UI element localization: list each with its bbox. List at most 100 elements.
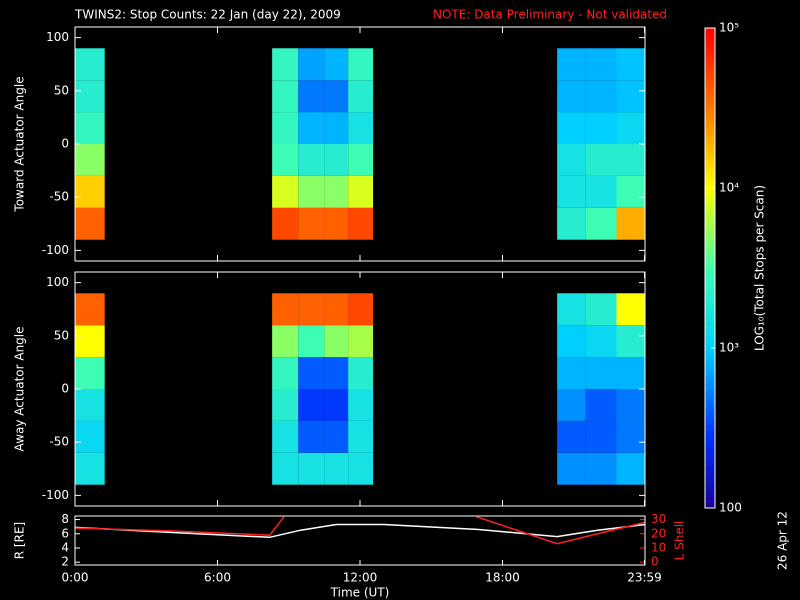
- line: [476, 516, 645, 545]
- colorbar-swatch: [705, 430, 715, 437]
- heatmap-cell: [616, 80, 645, 113]
- y2-tick-label: 20: [651, 526, 666, 540]
- heatmap-cell: [324, 452, 349, 485]
- heatmap-cell: [557, 144, 586, 176]
- heatmap-cell: [298, 293, 325, 326]
- heatmap-cell: [348, 48, 374, 81]
- colorbar-swatch: [705, 142, 715, 149]
- colorbar-swatch: [705, 412, 715, 419]
- x-tick-label: 18:00: [485, 571, 520, 585]
- heatmap-cell: [75, 144, 105, 176]
- heatmap-cell: [348, 325, 374, 358]
- heatmap-cell: [557, 293, 586, 326]
- colorbar-swatch: [705, 226, 715, 233]
- x-tick-label: 23:59: [627, 571, 662, 585]
- y-tick-label: 0: [61, 137, 69, 151]
- heatmap-cell: [557, 452, 586, 485]
- colorbar-swatch: [705, 118, 715, 125]
- heatmap-cell: [348, 80, 374, 113]
- colorbar-swatch: [705, 460, 715, 467]
- heatmap-cell: [585, 452, 617, 485]
- heatmap-cell: [272, 452, 299, 485]
- heatmap-cell: [585, 420, 617, 453]
- heatmap-cell: [298, 112, 325, 144]
- heatmap-cell: [272, 357, 299, 389]
- heatmap-cell: [75, 80, 105, 113]
- heatmap-cell: [616, 389, 645, 421]
- colorbar-swatch: [705, 346, 715, 353]
- colorbar-swatch: [705, 130, 715, 137]
- colorbar-swatch: [705, 316, 715, 323]
- chart-title: TWINS2: Stop Counts: 22 Jan (day 22), 20…: [74, 8, 341, 22]
- colorbar-swatch: [705, 442, 715, 449]
- heatmap-cell: [272, 80, 299, 113]
- colorbar-swatch: [705, 40, 715, 47]
- heatmap-cell: [272, 293, 299, 326]
- heatmap-cell: [272, 175, 299, 208]
- heatmap-cell: [585, 80, 617, 113]
- colorbar-swatch: [705, 322, 715, 329]
- colorbar-swatch: [705, 418, 715, 425]
- heatmap-cell: [298, 144, 325, 176]
- y-tick-label: -100: [42, 488, 69, 502]
- heatmap-cell: [557, 207, 586, 240]
- colorbar-swatch: [705, 154, 715, 161]
- x-tick-label: 6:00: [204, 571, 231, 585]
- colorbar-swatch: [705, 256, 715, 263]
- y-tick-label: -50: [49, 435, 69, 449]
- heatmap-cell: [272, 112, 299, 144]
- heatmap-cell: [616, 420, 645, 453]
- heatmap-cell: [75, 207, 105, 240]
- heatmap-cell: [348, 207, 374, 240]
- colorbar-swatch: [705, 502, 715, 509]
- heatmap-cell: [324, 389, 349, 421]
- heatmap-cell: [348, 357, 374, 389]
- colorbar-swatch: [705, 136, 715, 143]
- colorbar-swatch: [705, 382, 715, 389]
- heatmap-cell: [557, 420, 586, 453]
- heatmap-cell: [585, 293, 617, 326]
- colorbar-swatch: [705, 64, 715, 71]
- colorbar-tick-label: 10³: [719, 341, 739, 355]
- heatmap-cell: [298, 207, 325, 240]
- colorbar-swatch: [705, 448, 715, 455]
- heatmap-cell: [324, 175, 349, 208]
- colorbar-swatch: [705, 190, 715, 197]
- heatmap-cell: [75, 112, 105, 144]
- colorbar-tick-label: 100: [719, 501, 742, 515]
- heatmap-cell: [348, 389, 374, 421]
- heatmap-cell: [272, 144, 299, 176]
- colorbar-swatch: [705, 358, 715, 365]
- colorbar-swatch: [705, 76, 715, 83]
- y-tick-label: 100: [46, 30, 69, 44]
- colorbar-swatch: [705, 184, 715, 191]
- colorbar-swatch: [705, 160, 715, 167]
- colorbar-swatch: [705, 82, 715, 89]
- heatmap-cell: [298, 357, 325, 389]
- note: NOTE: Data Preliminary - Not validated: [433, 8, 667, 22]
- colorbar-swatch: [705, 178, 715, 185]
- heatmap-cell: [75, 389, 105, 421]
- colorbar-swatch: [705, 166, 715, 173]
- colorbar-swatch: [705, 34, 715, 41]
- colorbar-swatch: [705, 220, 715, 227]
- colorbar-swatch: [705, 214, 715, 221]
- heatmap-cell: [557, 325, 586, 358]
- colorbar-frame: [704, 27, 716, 509]
- heatmap-cell: [557, 389, 586, 421]
- colorbar-swatch: [705, 490, 715, 497]
- heatmap-cell: [348, 175, 374, 208]
- y-tick-label: 8: [61, 512, 69, 526]
- heatmap-cell: [616, 207, 645, 240]
- y-tick-label: -100: [42, 243, 69, 257]
- heatmap-cell: [298, 175, 325, 208]
- colorbar-swatch: [705, 436, 715, 443]
- colorbar-swatch: [705, 292, 715, 299]
- frame: [74, 515, 646, 566]
- colorbar-swatch: [705, 250, 715, 257]
- y2-tick-label: 30: [651, 512, 666, 526]
- colorbar-swatch: [705, 478, 715, 485]
- colorbar-swatch: [705, 268, 715, 275]
- heatmap-cell: [616, 357, 645, 389]
